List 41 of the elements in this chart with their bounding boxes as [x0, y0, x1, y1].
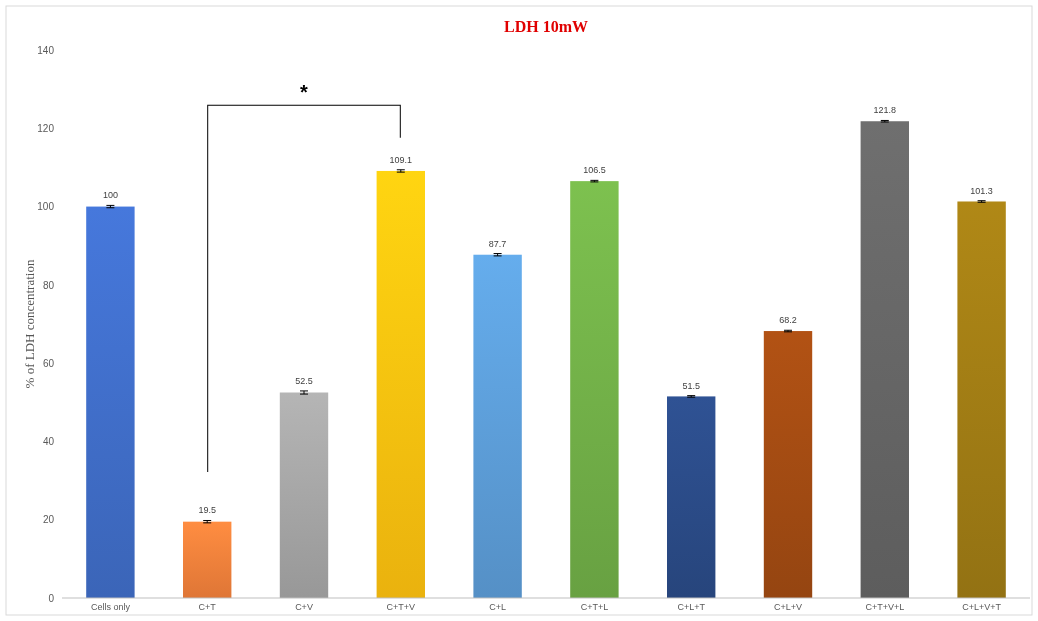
y-axis-title: % of LDH concentration	[22, 259, 37, 389]
bar	[957, 201, 1006, 598]
bar	[279, 392, 329, 598]
x-tick-label: C+L+V+T	[962, 602, 1002, 613]
y-tick-label: 80	[42, 279, 55, 291]
data-label: 106.5	[583, 165, 606, 176]
bar	[86, 206, 135, 598]
bar	[473, 254, 522, 598]
data-label: 19.5	[198, 505, 216, 516]
data-label: 109.1	[389, 154, 413, 165]
bar	[763, 331, 813, 598]
y-tick-label: 40	[42, 436, 55, 448]
bar	[860, 121, 909, 598]
data-label: 51.5	[682, 380, 700, 391]
x-tick-label: Cells only	[90, 602, 131, 613]
data-label: 68.2	[779, 315, 797, 326]
bar	[570, 181, 619, 598]
x-tick-label: C+T+V+L	[865, 602, 905, 613]
data-label: 101.3	[970, 185, 993, 196]
data-label: 121.8	[873, 105, 897, 116]
bar	[667, 396, 716, 598]
x-tick-label: C+L+V	[773, 602, 803, 613]
x-tick-label: C+T+V	[386, 602, 416, 613]
x-tick-label: C+V	[295, 602, 313, 613]
x-tick-label: C+L+T	[677, 602, 706, 613]
data-label: 87.7	[488, 238, 507, 249]
y-tick-label: 100	[37, 201, 55, 213]
annotation: *	[300, 80, 309, 103]
data-label: 52.5	[295, 375, 313, 386]
y-tick-label: 60	[42, 357, 55, 369]
bar	[376, 170, 425, 598]
x-tick-label: C+T+L	[580, 602, 609, 613]
bar	[183, 521, 232, 598]
x-tick-label: C+T	[198, 602, 217, 613]
x-tick-label: C+L	[489, 602, 506, 613]
data-label: 100	[102, 190, 118, 201]
y-tick-label: 0	[48, 592, 55, 604]
y-tick-label: 140	[37, 44, 55, 56]
y-tick-label: 120	[37, 122, 55, 134]
y-tick-label: 20	[42, 514, 55, 526]
chart-title: LDH 10mW	[504, 18, 588, 35]
